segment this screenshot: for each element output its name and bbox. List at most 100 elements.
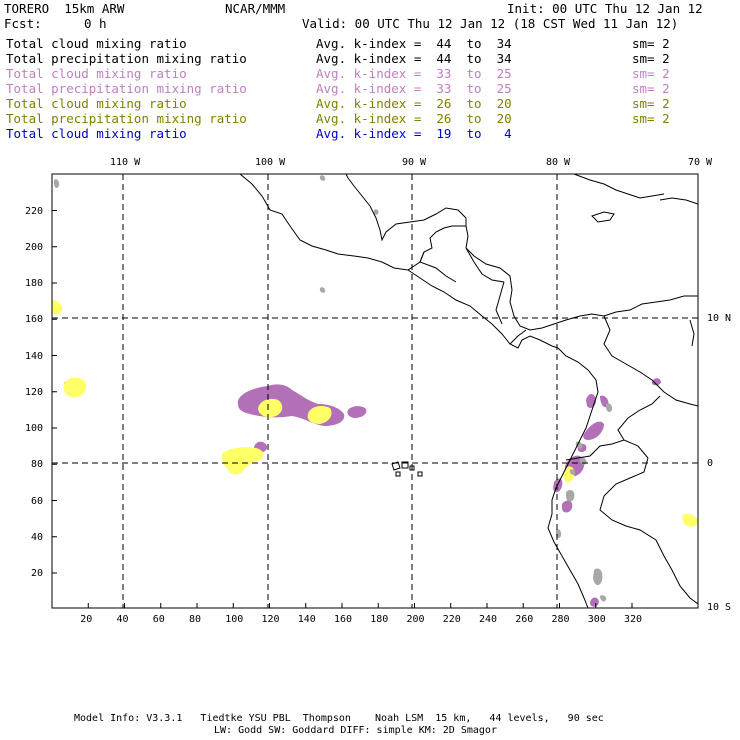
legend-kindex: Avg. k-index = 26 to 20 — [316, 96, 512, 111]
y-tick-label: 160 — [25, 314, 44, 326]
legend-kindex: Avg. k-index = 33 to 25 — [316, 81, 512, 96]
valid-time: Valid: 00 UTC Thu 12 Jan 12 (18 CST Wed … — [302, 16, 679, 31]
y-tick-label: 80 — [31, 459, 44, 471]
coastline-cuba — [573, 174, 665, 199]
model-title: TORERO 15km ARW — [4, 1, 125, 16]
graticule — [52, 174, 698, 608]
border-colombia-venezuela — [603, 315, 698, 407]
legend-field-label: Total precipitation mixing ratio — [6, 81, 247, 96]
yellow-blob-west — [63, 377, 86, 398]
lon-label-110w: 110 W — [110, 157, 141, 168]
gray-blob-11 — [319, 287, 326, 293]
legend-smoothing: sm= 2 — [632, 36, 670, 51]
coastline-lesser-antilles — [689, 319, 695, 347]
y-tick-label: 180 — [25, 278, 44, 289]
x-tick-label: 20 — [80, 614, 93, 625]
coastline-central-america-pacific — [407, 269, 559, 349]
x-tick-label: 120 — [261, 614, 280, 625]
gray-blob-1 — [53, 179, 60, 188]
coastline-central-america-caribbean — [465, 225, 698, 331]
gray-blob-7 — [593, 568, 603, 586]
border-peru-brazil — [599, 457, 698, 605]
x-tick-label: 140 — [297, 614, 316, 625]
legend-field-label: Total cloud mixing ratio — [6, 36, 187, 51]
galapagos-3 — [409, 465, 415, 471]
x-tick-label: 180 — [370, 614, 389, 625]
galapagos-4 — [417, 471, 423, 477]
galapagos-5 — [395, 471, 401, 477]
yellow-blob-central1 — [258, 398, 283, 418]
x-tick-label: 160 — [334, 614, 353, 625]
lat-label-equator: 0 — [707, 458, 714, 469]
x-tick-label: 220 — [442, 614, 461, 625]
legend-smoothing: sm= 2 — [632, 81, 670, 96]
yellow-blob-central2 — [307, 406, 332, 424]
border-guatemala — [419, 251, 457, 283]
model-info-line2: LW: Godd SW: Goddard DIFF: simple KM: 2D… — [214, 725, 497, 736]
forecast-hour: 0 h — [84, 16, 107, 31]
legend-smoothing: sm= 2 — [632, 96, 670, 111]
y-tick-label: 100 — [25, 423, 44, 434]
legend-kindex: Avg. k-index = 44 to 34 — [316, 51, 512, 66]
legend-kindex: Avg. k-index = 33 to 25 — [316, 66, 512, 81]
lon-label-70w: 70 W — [688, 157, 713, 168]
yellow-cloud-areas — [52, 300, 698, 527]
model-info-line1: Model Info: V3.3.1 Tiedtke YSU PBL Thomp… — [74, 713, 604, 724]
coastlines — [239, 174, 698, 608]
forecast-label: Fcst: — [4, 16, 42, 31]
y-tick-label: 60 — [31, 495, 44, 507]
legend-field-label: Total cloud mixing ratio — [6, 96, 187, 111]
gray-blob-8 — [600, 595, 607, 602]
lon-label-100w: 100 W — [255, 157, 286, 168]
border-costa-rica — [509, 329, 527, 345]
legend-smoothing: sm= 2 — [632, 66, 670, 81]
legend-smoothing: sm= 2 — [632, 51, 670, 66]
purple-blob-east — [347, 406, 367, 418]
legend-field-label: Total precipitation mixing ratio — [6, 51, 247, 66]
x-tick-label: 60 — [152, 614, 165, 625]
y-tick-label: 140 — [25, 350, 44, 362]
gray-blob-9 — [319, 175, 326, 181]
y-tick-label: 200 — [25, 241, 44, 253]
yellow-blob-edge — [52, 300, 63, 314]
x-tick-label: 300 — [587, 614, 606, 625]
coastline-south-america-west — [547, 347, 599, 608]
x-tick-label: 320 — [624, 614, 643, 625]
coastline-jamaica — [591, 211, 615, 223]
x-tick-label: 80 — [189, 614, 202, 625]
gray-blob-12 — [569, 469, 576, 475]
border-colombia-ecuador — [565, 439, 649, 461]
gray-blob-3 — [575, 441, 583, 449]
x-tick-label: 240 — [479, 614, 498, 625]
purple-blob-inland — [652, 378, 661, 386]
lon-label-80w: 80 W — [546, 157, 571, 168]
gray-blob-10 — [373, 209, 379, 215]
yellow-blob-south — [221, 447, 264, 475]
legend-field-label: Total cloud mixing ratio — [6, 126, 187, 141]
map-plot-area — [52, 174, 698, 608]
purple-blob-coast3 — [583, 421, 604, 440]
x-tick-label: 260 — [515, 614, 534, 625]
y-tick-label: 20 — [31, 568, 44, 579]
legend-field-label: Total precipitation mixing ratio — [6, 111, 247, 126]
init-time: Init: 00 UTC Thu 12 Jan 12 — [507, 1, 703, 16]
y-tick-label: 220 — [25, 205, 44, 217]
plot-frame — [51, 173, 699, 609]
lat-label-10s: 10 S — [707, 602, 732, 613]
x-tick-label: 100 — [225, 614, 244, 625]
y-tick-marks — [52, 210, 57, 574]
purple-blob-coast7 — [562, 500, 573, 513]
x-tick-label: 200 — [406, 614, 425, 625]
x-tick-marks — [87, 603, 633, 608]
gray-blob-5 — [566, 490, 575, 502]
lat-label-10n: 10 N — [707, 313, 732, 324]
border-peru-colombia — [617, 395, 661, 441]
border-honduras — [465, 247, 505, 283]
yellow-blob-southeast — [682, 513, 698, 527]
border-nicaragua — [495, 281, 505, 325]
legend-kindex: Avg. k-index = 19 to 4 — [316, 126, 512, 141]
galapagos-2 — [401, 461, 409, 469]
coastline-mexico — [239, 174, 467, 271]
x-tick-label: 40 — [116, 614, 129, 625]
